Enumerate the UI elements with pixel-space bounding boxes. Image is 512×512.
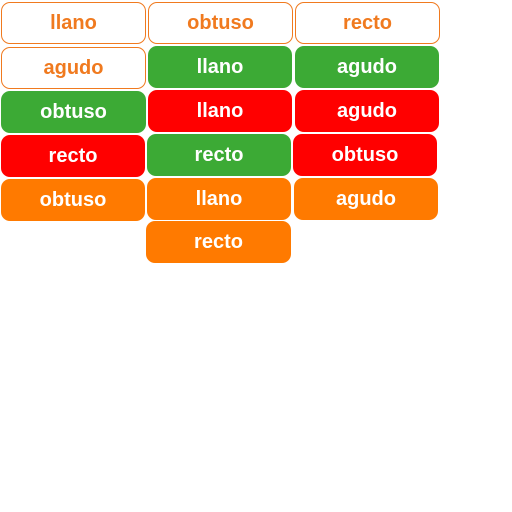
tile-llano-green[interactable]: llano <box>148 46 292 88</box>
tile-obtuso-red[interactable]: obtuso <box>293 134 437 176</box>
tile-agudo-red[interactable]: agudo <box>295 90 439 132</box>
tile-obtuso-green[interactable]: obtuso <box>1 91 146 133</box>
tile-llano-outline[interactable]: llano <box>1 2 146 44</box>
tile-agudo-green[interactable]: agudo <box>295 46 439 88</box>
tile-recto-green[interactable]: recto <box>147 134 291 176</box>
tile-llano-red[interactable]: llano <box>148 90 292 132</box>
tile-llano-orange[interactable]: llano <box>147 178 291 220</box>
tile-obtuso-orange[interactable]: obtuso <box>1 179 145 221</box>
tile-agudo-outline[interactable]: agudo <box>1 47 146 89</box>
tile-recto-red[interactable]: recto <box>1 135 145 177</box>
tile-recto-outline[interactable]: recto <box>295 2 440 44</box>
tile-recto-orange[interactable]: recto <box>146 221 291 263</box>
tile-obtuso-outline[interactable]: obtuso <box>148 2 293 44</box>
tile-agudo-orange[interactable]: agudo <box>294 178 438 220</box>
